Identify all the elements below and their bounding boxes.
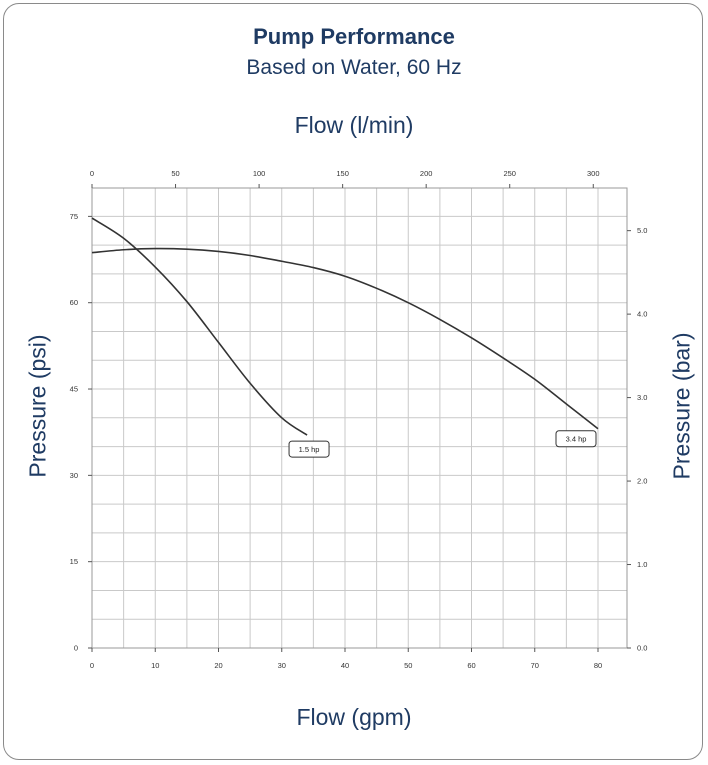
x-top-tick-label: 50 (171, 169, 179, 178)
x-tick-label: 0 (90, 661, 94, 670)
series-label: 1.5 hp (299, 445, 320, 454)
curve-3-4-hp (91, 247, 599, 430)
y-tick-label: 75 (70, 212, 78, 221)
x-axis-label: Flow (gpm) (296, 704, 412, 730)
curve-1-5-hp (91, 217, 308, 436)
y-right-tick-label: 5.0 (637, 226, 647, 235)
y-right-tick-label: 1.0 (637, 560, 647, 569)
y-right-tick-label: 0.0 (637, 644, 647, 653)
chart-title: Pump Performance (253, 24, 455, 49)
y-right-tick-label: 2.0 (637, 477, 647, 486)
x-tick-label: 20 (214, 661, 222, 670)
y-tick-label: 45 (70, 385, 78, 394)
y-tick-label: 15 (70, 557, 78, 566)
y-tick-label: 30 (70, 471, 78, 480)
x-top-tick-label: 200 (420, 169, 433, 178)
y-right-tick-label: 3.0 (637, 393, 647, 402)
chart-frame (3, 3, 703, 760)
x-top-tick-label: 150 (336, 169, 349, 178)
y-right-tick-label: 4.0 (637, 310, 647, 319)
y-tick-label: 60 (70, 298, 78, 307)
x-top-tick-label: 250 (503, 169, 516, 178)
x-axis-top-label: Flow (l/min) (294, 112, 414, 138)
plot-area-border (91, 187, 628, 649)
x-tick-label: 30 (278, 661, 286, 670)
x-tick-label: 70 (531, 661, 539, 670)
series-label: 3.4 hp (566, 434, 587, 443)
x-top-tick-label: 0 (90, 169, 94, 178)
x-tick-label: 60 (467, 661, 475, 670)
y-tick-label: 0 (74, 644, 78, 653)
x-tick-label: 50 (404, 661, 412, 670)
x-tick-label: 10 (151, 661, 159, 670)
chart-subtitle: Based on Water, 60 Hz (246, 56, 462, 79)
x-tick-label: 80 (594, 661, 602, 670)
x-tick-label: 40 (341, 661, 349, 670)
x-top-tick-label: 300 (587, 169, 600, 178)
x-top-tick-label: 100 (253, 169, 266, 178)
series-label-box (555, 430, 597, 448)
series-label-box (288, 440, 330, 458)
